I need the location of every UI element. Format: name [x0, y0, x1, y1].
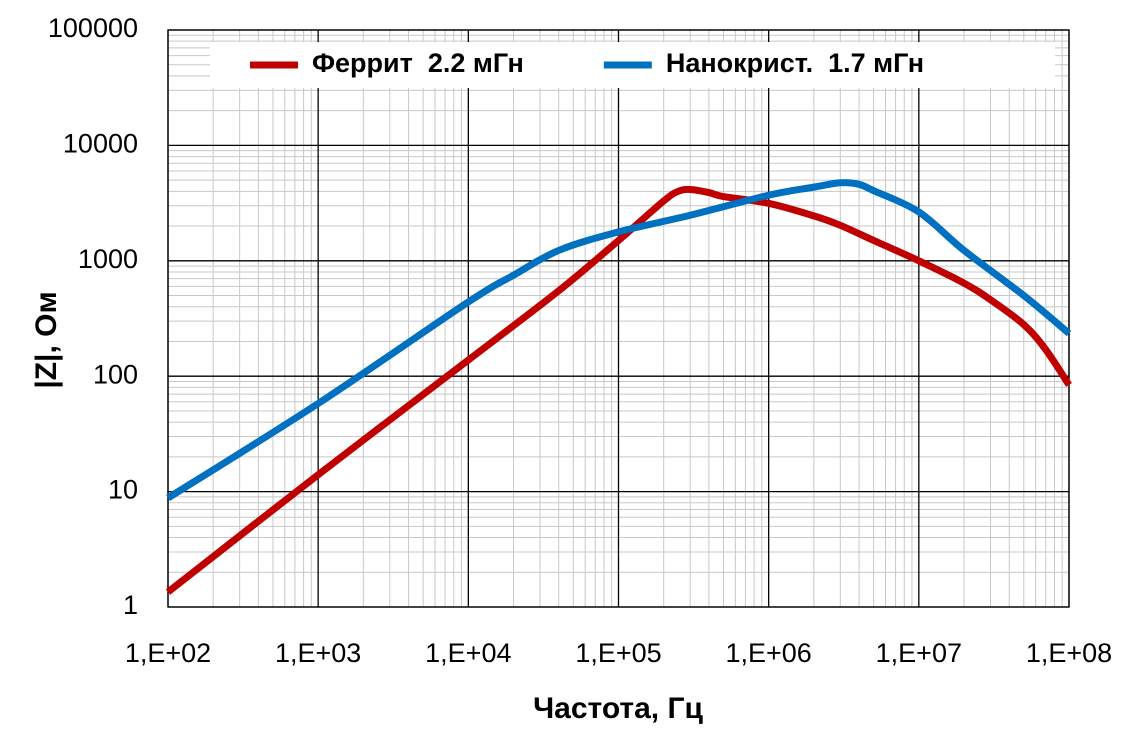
legend-label: Нанокрист. 1.7 мГн: [666, 48, 924, 78]
x-tick-label: 1,E+02: [125, 638, 211, 668]
y-tick-label: 10000: [63, 129, 138, 159]
x-tick-label: 1,E+04: [425, 638, 511, 668]
legend: Феррит 2.2 мГн Нанокрист. 1.7 мГн: [210, 42, 1055, 88]
y-tick-label: 100000: [48, 13, 138, 43]
y-tick-label: 100: [93, 359, 138, 389]
series-line: [165, 185, 1072, 595]
x-tick-label: 1,E+07: [876, 638, 962, 668]
y-tick-label: 1000: [78, 244, 138, 274]
x-tick-label: 1,E+05: [575, 638, 661, 668]
y-tick-label: 1: [123, 590, 138, 620]
legend-label: Феррит 2.2 мГн: [312, 48, 524, 78]
x-tick-label: 1,E+03: [275, 638, 361, 668]
grid: [167, 29, 1070, 608]
x-tick-label: 1,E+08: [1026, 638, 1112, 668]
plot-border: [167, 29, 1070, 608]
y-tick-label: 10: [108, 475, 138, 505]
y-axis-title: |Z|, Ом: [30, 291, 63, 388]
x-axis-title: Частота, Гц: [533, 692, 703, 725]
x-tick-label: 1,E+06: [726, 638, 812, 668]
series-line: [166, 179, 1072, 501]
